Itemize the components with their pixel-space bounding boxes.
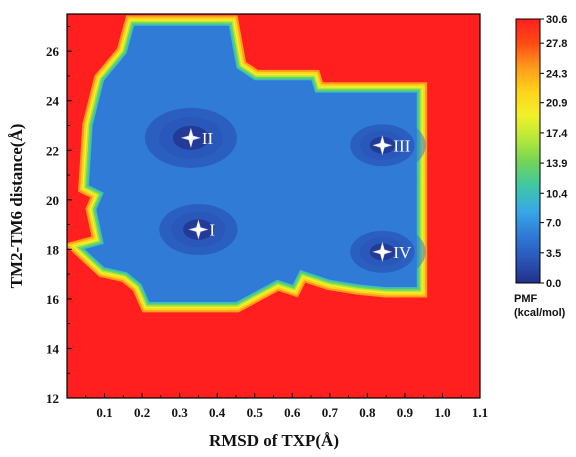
plot-area [67,14,480,398]
colorbar-tick-label: 7.0 [546,218,561,230]
basin-label: II [202,129,214,148]
basin-marker-i: I [188,219,215,240]
colorbar-tick-label: 30.6 [546,14,567,26]
x-tick-label: 1.0 [434,405,450,420]
y-axis-title: TM2-TM6 distance(Å) [7,124,26,289]
colorbar-ticks: 30.6 27.8 24.3 20.9 17.4 13.9 10.4 7.0 3.5 0.0 [540,14,568,290]
colorbar-title-line-2: (kcal/mol) [514,307,566,319]
colorbar-title-line-1: PMF [514,293,538,305]
colorbar-tick-label: 20.9 [546,98,567,110]
x-tick-label: 0.4 [209,405,226,420]
basin-marker-iv: IV [372,241,412,262]
y-tick-label: 18 [46,242,60,257]
basin-label: III [393,136,410,155]
star-marker-icon [180,127,201,148]
star-marker-icon [188,219,209,240]
y-axis: 12 14 16 18 20 22 24 26 [46,25,72,406]
colorbar-tick-label: 0.0 [546,278,561,290]
y-tick-label: 22 [46,143,59,158]
x-tick-label: 0.6 [284,405,301,420]
x-tick-label: 0.5 [247,405,264,420]
colorbar-gradient [516,19,540,283]
basin-label: I [209,221,215,240]
basin-label: IV [393,243,412,262]
x-tick-label: 0.8 [359,405,376,420]
colorbar-tick-label: 17.4 [546,128,568,140]
x-tick-label: 0.1 [96,405,112,420]
star-marker-icon [372,241,393,262]
y-tick-label: 20 [46,193,59,208]
star-marker-icon [372,135,393,156]
colorbar: 30.6 27.8 24.3 20.9 17.4 13.9 10.4 7.0 3.5 0.0 PM… [514,14,568,319]
colorbar-tick-label: 10.4 [546,188,568,200]
basin-marker-iii: III [372,135,411,156]
x-tick-label: 0.3 [172,405,189,420]
x-tick-label: 0.2 [134,405,150,420]
y-tick-label: 24 [46,94,60,109]
basin-marker-ii: II [180,127,214,148]
colorbar-frame [515,18,541,284]
y-tick-label: 26 [46,44,60,59]
y-tick-label: 12 [46,391,59,406]
colorbar-tick-label: 3.5 [546,248,561,260]
x-tick-label: 0.9 [397,405,414,420]
x-axis-title: RMSD of TXP(Å) [209,431,339,450]
y-tick-label: 14 [46,341,60,356]
colorbar-tick-label: 27.8 [546,38,567,50]
y-tick-label: 16 [46,292,60,307]
colorbar-tick-label: 24.3 [546,68,567,80]
x-tick-label: 0.7 [322,405,339,420]
x-axis: 0.1 0.2 0.3 0.4 0.5 0.6 0.7 0.8 0.9 1.0 1.1 [85,393,488,420]
colorbar-tick-label: 13.9 [546,158,567,170]
x-tick-label: 1.1 [472,405,488,420]
